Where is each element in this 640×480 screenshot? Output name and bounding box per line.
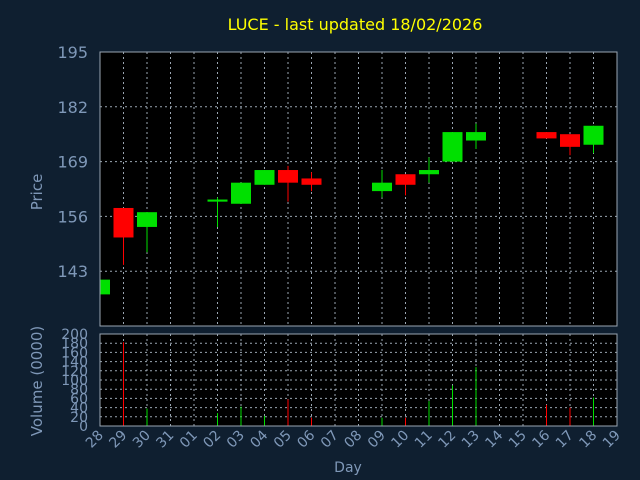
candles (99, 123, 604, 295)
price-y-tick-label: 195 (57, 43, 88, 62)
candle-body (301, 178, 322, 185)
candle-body (395, 174, 416, 185)
x-axis-label: Day (334, 460, 362, 476)
candle-body (419, 170, 439, 175)
volume-bars (99, 342, 594, 426)
volume-y-tick-label: 140 (61, 355, 88, 371)
candle-body (100, 279, 110, 295)
candle-body (583, 125, 604, 145)
candle-body (560, 134, 580, 147)
volume-y-tick-label: 20 (70, 410, 88, 426)
price-y-tick-label: 182 (57, 98, 88, 117)
volume-y-tick-label: 80 (70, 382, 88, 398)
price-y-tick-label: 169 (57, 153, 88, 172)
volume-y-tick-label: 60 (70, 391, 88, 407)
candle-body (278, 170, 298, 183)
candle-body (536, 132, 557, 139)
volume-y-tick-label: 100 (61, 373, 88, 389)
price-y-ticks: 143 156 169 182 195 (57, 43, 88, 281)
candle-body (207, 199, 228, 202)
volume-y-tick-label: 40 (70, 401, 88, 417)
volume-axis-label: Volume (0000) (28, 326, 46, 436)
candle-body (466, 132, 486, 141)
volume-grid (100, 334, 617, 426)
volume-y-tick-label: 200 (61, 327, 88, 343)
volume-plot-frame (99, 333, 618, 427)
price-plot-frame (99, 51, 618, 327)
price-y-tick-label: 143 (57, 262, 88, 281)
candle-body (113, 207, 134, 238)
candle-body (231, 182, 251, 204)
candle-body (254, 170, 275, 185)
volume-y-tick-label: 160 (61, 345, 88, 361)
volume-y-tick-label: 0 (79, 419, 88, 435)
price-y-tick-label: 156 (57, 207, 88, 226)
price-axis-label: Price (28, 174, 46, 211)
candle-body (442, 132, 463, 162)
x-ticks: 28 29 30 31 01 02 03 04 05 06 07 08 09 10 11 12 13 14 15 16… (83, 427, 624, 451)
volume-y-tick-label: 120 (61, 364, 88, 380)
chart-title: LUCE - last updated 18/02/2026 (228, 15, 483, 34)
candle-body (137, 212, 157, 227)
candle-body (372, 182, 392, 192)
volume-y-tick-label: 180 (61, 336, 88, 352)
